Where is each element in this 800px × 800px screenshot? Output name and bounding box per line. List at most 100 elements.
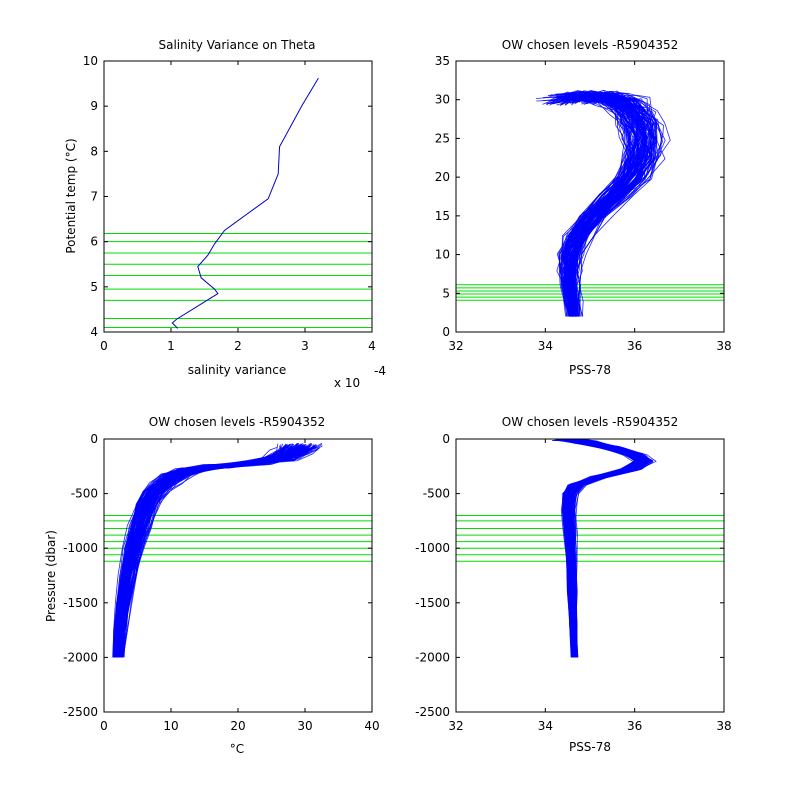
panel3-profile-line (118, 444, 302, 658)
panel3-profile-line (117, 445, 305, 658)
panel2-ytick-label: 30 (435, 93, 450, 107)
panel4-ytick-label: -2000 (415, 650, 450, 664)
panel3-profile-line (116, 443, 298, 658)
panel4-data-area (456, 439, 724, 658)
panel-temperature-pressure: OW chosen levels -R5904352 0 10 20 30 40 -250… (44, 415, 380, 756)
panel3-profile-line (119, 447, 312, 658)
panel2-profile-line (566, 96, 649, 317)
panel1-x-multiplier-exponent: -4 (374, 364, 386, 378)
panel3-profile-line (121, 443, 315, 658)
panel-salinity-pressure: OW chosen levels -R5904352 32 34 36 38 -2500… (415, 415, 732, 754)
panel2-ytick-label: 25 (435, 131, 450, 145)
panel3-profile-line (118, 445, 301, 658)
panel1-ytick-label: 7 (90, 190, 98, 204)
panel2-ytick-label: 0 (442, 325, 450, 339)
panel3-profile-line (116, 446, 296, 658)
panel3-profile-line (119, 445, 305, 658)
panel3-profile-line (119, 443, 312, 658)
panel1-title: Salinity Variance on Theta (159, 38, 316, 52)
panel3-profile-line (119, 447, 303, 658)
panel2-xlabel: PSS-78 (569, 363, 611, 377)
panel3-profile-line (119, 446, 307, 658)
panel3-ytick-label: -500 (71, 487, 98, 501)
panel3-profile-line (116, 447, 294, 658)
panel2-axes-frame (455, 60, 725, 333)
panel4-axes-frame (455, 438, 725, 713)
panel4-ytick-label: -500 (423, 487, 450, 501)
panel3-profile-line (118, 444, 306, 658)
panel4-ytick-label: -1000 (415, 541, 450, 555)
panel2-xtick-label: 34 (538, 339, 553, 353)
panel3-profile-line (116, 443, 303, 658)
panel2-profile-line (572, 91, 656, 317)
panel3-profile-line (117, 446, 299, 658)
panel4-ytick-label: -2500 (415, 705, 450, 719)
panel4-title: OW chosen levels -R5904352 (502, 415, 678, 429)
panel2-ytick-label: 10 (435, 248, 450, 262)
panel3-profile-line (117, 444, 298, 658)
panel3-profile-line (120, 444, 317, 658)
panel3-profile-line (120, 445, 308, 658)
panel1-xlabel: salinity variance (188, 363, 287, 377)
panel3-data-area (104, 442, 372, 658)
panel3-profile-line (119, 443, 311, 658)
panel3-profile-line (119, 443, 307, 658)
panel3-profile-line (115, 446, 301, 658)
panel1-ytick-label: 9 (90, 99, 98, 113)
panel3-profile-line (119, 445, 312, 658)
panel4-profile-line (573, 439, 654, 658)
panel1-ytick-label: 5 (90, 280, 98, 294)
panel3-profile-line (118, 445, 304, 658)
panel3-ytick-label: -2500 (63, 705, 98, 719)
panel3-profile-line (119, 443, 304, 658)
panel3-profile-line (119, 443, 306, 658)
panel3-profile-line (122, 442, 323, 658)
panel4-profile-line (570, 439, 651, 658)
panel4-ytick-label: -1500 (415, 596, 450, 610)
panel3-profile-line (115, 444, 300, 658)
panel1-x-multiplier: x 10 (334, 376, 360, 390)
panel3-ytick-label: 0 (90, 432, 98, 446)
panel1-xtick-label: 4 (368, 339, 376, 353)
panel2-profile-line (579, 97, 671, 317)
panel3-profile-line (117, 447, 296, 658)
panel3-profile-line (121, 443, 313, 658)
panel1-series-line (171, 77, 319, 329)
panel2-profile-bundle (535, 89, 671, 317)
panel3-profile-line (120, 444, 318, 658)
panel4-xtick-label: 36 (627, 719, 642, 733)
panel3-profile-line (116, 446, 299, 658)
panel3-profile-line (116, 445, 299, 658)
panel3-profile-line (117, 443, 300, 658)
panel4-ytick-label: 0 (442, 432, 450, 446)
panel3-profile-line (118, 445, 305, 658)
panel3-profile-line (117, 446, 304, 658)
panel3-profile-line (121, 446, 316, 658)
panel1-data-area (104, 77, 372, 329)
panel3-profile-line (118, 444, 304, 658)
panel4-xtick-label: 32 (448, 719, 463, 733)
panel2-profile-line (554, 93, 638, 317)
panel3-profile-line (117, 444, 305, 658)
panel3-ylabel: Pressure (dbar) (44, 530, 58, 622)
panel3-profile-line (119, 444, 308, 658)
panel3-profile-line (118, 443, 303, 658)
panel1-xtick-label: 3 (301, 339, 309, 353)
panel3-profile-line (116, 443, 304, 658)
panel3-profile-line (116, 445, 303, 658)
panel3-xtick-label: 30 (297, 719, 312, 733)
panel3-xtick-label: 40 (364, 719, 379, 733)
panel4-xtick-label: 34 (538, 719, 553, 733)
panel3-profile-line (118, 444, 304, 658)
panel3-profile-line (122, 445, 323, 658)
panel3-profile-line (115, 445, 289, 658)
panel3-profile-line (118, 443, 299, 658)
panel3-xlabel: °C (230, 742, 244, 756)
panel1-ytick-label: 10 (83, 54, 98, 68)
panel3-profile-line (119, 445, 304, 658)
panel3-ytick-label: -2000 (63, 650, 98, 664)
panel-salinity-variance: Salinity Variance on Theta 0 1 2 3 4 4 5 6 7 8 9 10… (64, 38, 386, 390)
panel3-xtick-label: 10 (163, 719, 178, 733)
panel1-axes-frame (103, 60, 373, 333)
